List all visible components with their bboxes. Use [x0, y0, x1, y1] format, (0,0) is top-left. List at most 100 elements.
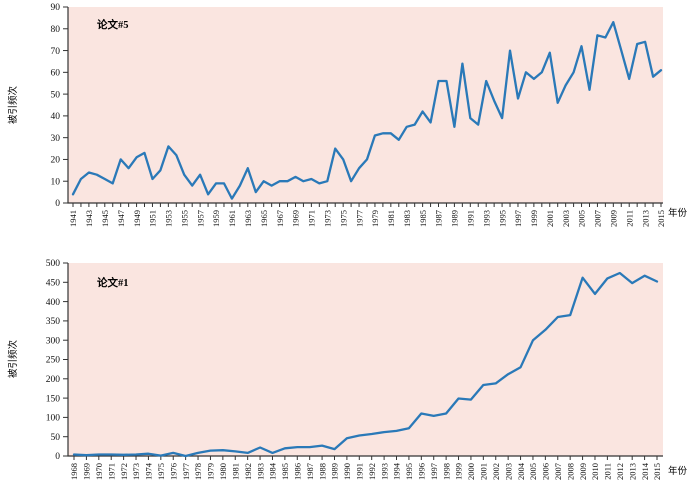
x-tick-label: 1991 [465, 210, 475, 227]
x-tick-label: 2013 [640, 210, 650, 227]
x-tick-label: 2002 [491, 463, 501, 480]
x-tick-label: 1968 [69, 463, 79, 480]
x-tick-label: 1985 [418, 210, 428, 227]
x-tick-label: 1974 [144, 462, 154, 480]
x-tick-label: 1972 [119, 463, 129, 480]
x-axis-label: 年份 [668, 465, 688, 477]
x-tick-label: 1999 [454, 463, 464, 480]
x-tick-label: 1957 [195, 210, 205, 227]
x-tick-label: 2007 [593, 210, 603, 227]
x-tick-label: 2004 [516, 462, 526, 480]
x-tick-label: 1989 [450, 210, 460, 227]
x-tick-label: 2001 [479, 463, 489, 480]
y-tick-label: 60 [51, 69, 61, 79]
x-tick-label: 1976 [168, 463, 178, 480]
y-tick-label: 50 [51, 433, 61, 443]
axes [67, 263, 663, 457]
x-tick-label: 2014 [640, 462, 650, 480]
x-tick-label: 1941 [68, 210, 78, 227]
x-tick-label: 1979 [206, 463, 216, 480]
x-tick-label: 1997 [429, 463, 439, 480]
x-tick-label: 1963 [243, 210, 253, 227]
y-tick-label: 30 [51, 134, 61, 144]
x-tick-label: 2005 [528, 463, 538, 480]
x-tick-label: 2009 [578, 463, 588, 480]
x-tick-label: 1995 [404, 463, 414, 480]
x-tick-label: 1981 [386, 210, 396, 227]
x-tick-label: 1993 [481, 210, 491, 227]
y-axis-label: 被引频次 [7, 86, 19, 125]
x-tick-label: 2000 [466, 463, 476, 480]
y-tick-label: 500 [46, 259, 61, 269]
x-tick-label: 1953 [164, 210, 174, 227]
y-tick-label: 350 [46, 317, 61, 327]
x-tick-label: 1971 [307, 210, 317, 227]
x-tick-label: 1973 [322, 210, 332, 227]
x-tick-label: 1984 [268, 462, 278, 480]
y-tick-label: 40 [51, 112, 61, 122]
x-tick-label: 1998 [441, 463, 451, 480]
x-tick-label: 2010 [590, 463, 600, 480]
x-tick-label: 1949 [132, 210, 142, 227]
x-tick-label: 1983 [255, 463, 265, 480]
y-tick-label: 400 [46, 298, 61, 308]
x-tick-label: 1994 [392, 462, 402, 480]
x-tick-label: 1975 [338, 210, 348, 227]
x-tick-label: 1977 [181, 463, 191, 480]
x-tick-label: 2007 [553, 463, 563, 480]
y-tick-label: 200 [46, 375, 61, 385]
x-tick-label: 1988 [317, 463, 327, 480]
x-tick-label: 2003 [503, 463, 513, 480]
y-tick-label: 150 [46, 394, 61, 404]
chart-title: 论文#5 [97, 18, 129, 31]
citation-line [72, 271, 659, 458]
x-tick-label: 1969 [82, 463, 92, 480]
x-tick-label: 2012 [615, 463, 625, 480]
x-tick-label: 1959 [211, 210, 221, 227]
x-tick-label: 1987 [305, 463, 315, 480]
x-tick-label: 1961 [227, 210, 237, 227]
x-tick-label: 1999 [529, 210, 539, 227]
x-tick-label: 1993 [379, 463, 389, 480]
x-tick-label: 1978 [193, 463, 203, 480]
y-tick-label: 100 [46, 414, 61, 424]
x-tick-label: 1943 [84, 210, 94, 227]
y-tick-label: 450 [46, 279, 61, 289]
x-tick-label: 1979 [370, 210, 380, 227]
x-tick-label: 1947 [116, 210, 126, 227]
x-tick-label: 1997 [513, 210, 523, 227]
x-tick-label: 2005 [577, 210, 587, 227]
x-tick-label: 2006 [541, 463, 551, 480]
citation-line [71, 21, 663, 200]
y-tick-label: 50 [51, 90, 61, 100]
plot-area [68, 263, 663, 456]
x-tick-label: 1977 [354, 210, 364, 227]
y-tick-label: 70 [51, 47, 61, 57]
x-tick-label: 1955 [179, 210, 189, 227]
x-tick-label: 1996 [417, 463, 427, 480]
x-tick-label: 1967 [275, 210, 285, 227]
x-tick-label: 1971 [106, 463, 116, 480]
x-tick-label: 2011 [624, 210, 634, 227]
x-tick-label: 2015 [652, 463, 662, 480]
y-axis-label: 被引频次 [7, 340, 19, 379]
y-tick-label: 10 [51, 177, 61, 187]
x-tick-label: 1987 [434, 210, 444, 227]
axes [67, 7, 663, 204]
x-tick-label: 2001 [545, 210, 555, 227]
x-tick-label: 1985 [280, 463, 290, 480]
x-axis-label: 年份 [668, 207, 688, 219]
x-tick-label: 2008 [565, 463, 575, 480]
y-tick-label: 80 [51, 25, 61, 35]
x-tick-label: 1945 [100, 210, 110, 227]
x-tick-label: 1992 [367, 463, 377, 480]
chart-paper-1: 0 50 100 150 200 250 300 350 400 450 500 1968 1969 19… [0, 244, 700, 488]
x-tick-label: 2015 [656, 210, 666, 227]
x-tick-label: 1989 [330, 463, 340, 480]
x-tick-label: 1980 [218, 463, 228, 480]
x-tick-label: 2011 [603, 463, 613, 480]
x-tick-label: 1986 [292, 463, 302, 480]
y-tick-label: 90 [51, 3, 61, 13]
